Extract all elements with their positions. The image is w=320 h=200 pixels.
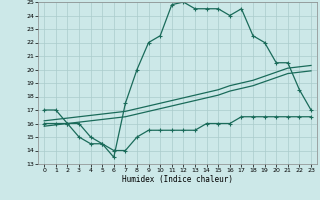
X-axis label: Humidex (Indice chaleur): Humidex (Indice chaleur): [122, 175, 233, 184]
